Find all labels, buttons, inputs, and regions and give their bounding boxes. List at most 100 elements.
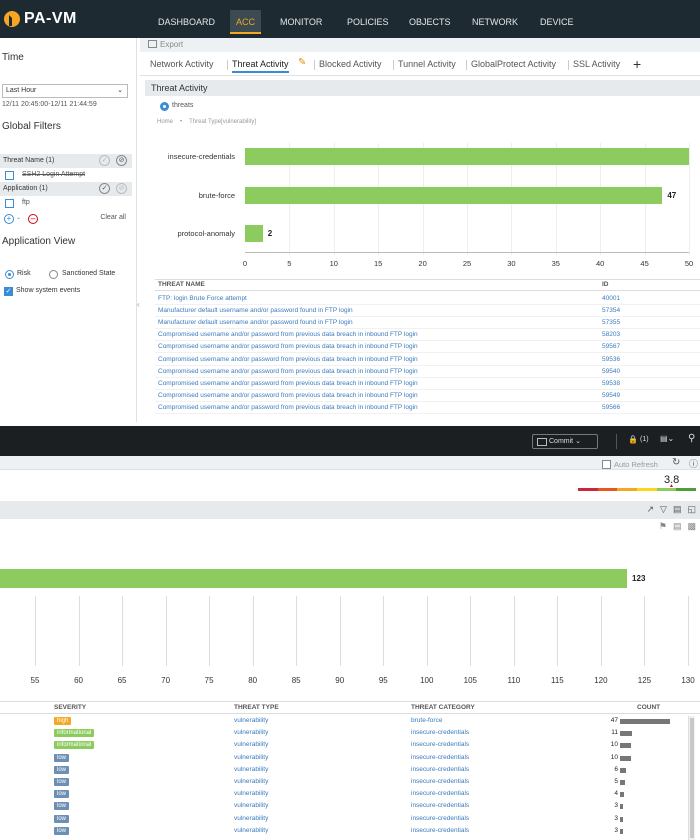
- threat-type-link[interactable]: vulnerability: [234, 717, 269, 724]
- flag-icon[interactable]: ⚑: [658, 521, 667, 531]
- threat-name-column-header[interactable]: THREAT NAME: [158, 281, 205, 288]
- threat-id-link[interactable]: 59540: [602, 367, 621, 375]
- threat-category-link[interactable]: insecure-credentials: [411, 741, 470, 749]
- threat-category-link[interactable]: insecure-credentials: [411, 814, 470, 822]
- bar[interactable]: [0, 569, 628, 588]
- show-system-events-checkbox[interactable]: ✓: [4, 287, 13, 296]
- refresh-icon[interactable]: ↻: [672, 457, 681, 468]
- filter-item[interactable]: SSH2 Login Attempt: [0, 168, 132, 182]
- threat-category-link[interactable]: brute-force: [411, 717, 443, 724]
- table-row[interactable]: Compromised username and/or password fro…: [155, 390, 700, 402]
- threat-category-link[interactable]: insecure-credentials: [411, 790, 470, 798]
- threat-category-link[interactable]: insecure-credentials: [411, 753, 470, 761]
- export-button[interactable]: Export: [148, 38, 183, 52]
- filter-icon[interactable]: ▽: [660, 504, 667, 514]
- threat-id-link[interactable]: 57354: [602, 307, 621, 315]
- time-select[interactable]: Last Hour ⌄: [2, 84, 128, 98]
- threat-name-link[interactable]: Compromised username and/or password fro…: [158, 355, 418, 363]
- table-row[interactable]: low vulnerability insecure-credentials 3: [0, 800, 700, 812]
- bar[interactable]: [245, 225, 263, 242]
- nav-tab-monitor[interactable]: MONITOR: [280, 17, 323, 27]
- sanctioned-radio[interactable]: [49, 270, 58, 279]
- table-icon[interactable]: ▤: [672, 504, 682, 514]
- threat-type-link[interactable]: vulnerability: [234, 741, 269, 749]
- threat-name-link[interactable]: Manufacturer default username and/or pas…: [158, 319, 353, 327]
- threat-type-link[interactable]: vulnerability: [234, 826, 269, 834]
- breadcrumb-filter[interactable]: Threat Type[vulnerability]: [189, 119, 257, 125]
- threat-type-link[interactable]: vulnerability: [234, 814, 269, 822]
- tab-ssl-activity[interactable]: SSL Activity: [573, 59, 621, 69]
- table-row[interactable]: low vulnerability insecure-credentials 10: [0, 752, 700, 764]
- table-row[interactable]: low vulnerability insecure-credentials 4: [0, 788, 700, 800]
- threat-type-link[interactable]: vulnerability: [234, 778, 269, 785]
- table-row[interactable]: high vulnerability brute-force 47: [0, 715, 700, 727]
- threat-type-link[interactable]: vulnerability: [234, 753, 269, 761]
- negate-icon[interactable]: ⊘: [116, 155, 127, 166]
- threat-id-link[interactable]: 59536: [602, 355, 621, 363]
- chevron-down-icon[interactable]: ⌄: [16, 215, 22, 221]
- threat-category-column-header[interactable]: THREAT CATEGORY: [411, 704, 475, 711]
- tasks-icon[interactable]: ▤⌄: [660, 434, 675, 443]
- threat-name-link[interactable]: Compromised username and/or password fro…: [158, 379, 418, 387]
- scrollbar-thumb[interactable]: [690, 718, 694, 838]
- table-row[interactable]: informational vulnerability insecure-crede…: [0, 727, 700, 739]
- pa-logo[interactable]: PA-VM: [4, 8, 77, 30]
- risk-radio[interactable]: [5, 270, 14, 279]
- refresh-options-icon[interactable]: ⓘ: [689, 459, 699, 469]
- id-column-header[interactable]: ID: [602, 281, 609, 288]
- remove-filter-icon[interactable]: –: [28, 214, 38, 224]
- table-row[interactable]: Manufacturer default username and/or pas…: [155, 317, 700, 330]
- add-tab-icon[interactable]: +: [633, 56, 642, 72]
- threat-id-link[interactable]: 59549: [602, 391, 621, 399]
- table-scrollbar[interactable]: [688, 716, 695, 840]
- threat-name-link[interactable]: Compromised username and/or password fro…: [158, 343, 418, 351]
- severity-column-header[interactable]: SEVERITY: [54, 704, 87, 711]
- threat-category-link[interactable]: insecure-credentials: [411, 765, 470, 773]
- threat-name-link[interactable]: Compromised username and/or password fro…: [158, 391, 418, 399]
- commit-button[interactable]: Commit ⌄: [532, 434, 598, 449]
- filter-checkbox[interactable]: [5, 199, 14, 208]
- column-chart-icon[interactable]: ▩: [687, 521, 696, 531]
- clear-all-link[interactable]: Clear all: [100, 214, 126, 221]
- check-circle-icon[interactable]: ✓: [99, 183, 110, 194]
- tab-network-activity[interactable]: Network Activity: [150, 59, 214, 69]
- threat-category-link[interactable]: insecure-credentials: [411, 802, 470, 810]
- table-row[interactable]: low vulnerability insecure-credentials 6: [0, 764, 700, 776]
- threat-id-link[interactable]: 40001: [602, 295, 621, 302]
- breadcrumb-home[interactable]: Home: [157, 119, 174, 125]
- bar[interactable]: [245, 187, 663, 204]
- threats-radio[interactable]: [160, 102, 169, 111]
- table-row[interactable]: Compromised username and/or password fro…: [155, 402, 700, 414]
- table-row[interactable]: Manufacturer default username and/or pas…: [155, 305, 700, 318]
- tab-threat-activity[interactable]: Threat Activity: [232, 55, 289, 73]
- nav-tab-dashboard[interactable]: DASHBOARD: [158, 17, 216, 27]
- threat-type-column-header[interactable]: THREAT TYPE: [234, 704, 279, 711]
- nav-tab-network[interactable]: NETWORK: [472, 17, 518, 27]
- count-column-header[interactable]: COUNT: [637, 704, 661, 711]
- threat-name-link[interactable]: Manufacturer default username and/or pas…: [158, 307, 353, 315]
- threat-name-link[interactable]: Compromised username and/or password fro…: [158, 331, 418, 339]
- table-row[interactable]: Compromised username and/or password fro…: [155, 329, 700, 342]
- expand-icon[interactable]: ◱: [687, 504, 696, 514]
- collapse-handle-icon[interactable]: ‹: [137, 300, 140, 309]
- threat-type-link[interactable]: vulnerability: [234, 765, 269, 773]
- lock-icon[interactable]: 🔒: [628, 435, 638, 444]
- tab-tunnel-activity[interactable]: Tunnel Activity: [398, 59, 456, 69]
- check-circle-icon[interactable]: ✓: [99, 155, 110, 166]
- tab-globalprotect-activity[interactable]: GlobalProtect Activity: [471, 59, 557, 69]
- tab-blocked-activity[interactable]: Blocked Activity: [319, 59, 382, 69]
- search-icon[interactable]: ⚲: [688, 433, 696, 444]
- table-row[interactable]: Compromised username and/or password fro…: [155, 378, 700, 390]
- threat-category-link[interactable]: insecure-credentials: [411, 778, 470, 785]
- threat-name-link[interactable]: Compromised username and/or password fro…: [158, 403, 418, 411]
- threat-id-link[interactable]: 58203: [602, 331, 621, 339]
- nav-tab-device[interactable]: DEVICE: [540, 17, 574, 27]
- table-row[interactable]: low vulnerability insecure-credentials 3: [0, 813, 700, 825]
- table-row[interactable]: informational vulnerability insecure-crede…: [0, 739, 700, 751]
- nav-tab-acc[interactable]: ACC: [230, 10, 262, 34]
- threat-name-link[interactable]: FTP: login Brute Force attempt: [158, 295, 247, 302]
- table-row[interactable]: Compromised username and/or password fro…: [155, 341, 700, 354]
- threat-category-link[interactable]: insecure-credentials: [411, 729, 470, 737]
- threat-id-link[interactable]: 59566: [602, 403, 621, 411]
- table-row[interactable]: low vulnerability insecure-credentials 3: [0, 825, 700, 837]
